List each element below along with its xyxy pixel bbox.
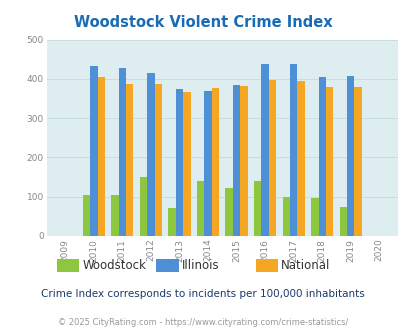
Bar [154,84,162,236]
Text: Crime Index corresponds to incidents per 100,000 inhabitants: Crime Index corresponds to incidents per… [41,289,364,299]
Text: National: National [281,259,330,272]
Text: Illinois: Illinois [181,259,219,272]
Bar [183,92,190,236]
Bar [346,76,354,236]
Bar [225,188,232,236]
Bar [175,89,183,236]
Bar [111,195,118,236]
Bar [211,88,219,236]
Bar [147,73,154,236]
Bar [196,181,204,236]
Bar [126,84,133,236]
Bar [139,177,147,236]
Bar [325,87,333,236]
Bar [282,197,289,236]
Bar [240,85,247,236]
Text: Woodstock: Woodstock [82,259,146,272]
Bar [204,91,211,236]
Bar [339,207,346,236]
Bar [97,77,104,236]
Bar [296,81,304,236]
Bar [232,85,240,236]
Bar [83,195,90,236]
Bar [168,209,175,236]
Bar [289,64,296,236]
Bar [318,77,325,236]
Bar [254,181,261,236]
Bar [261,64,268,236]
Text: Woodstock Violent Crime Index: Woodstock Violent Crime Index [73,15,332,30]
Bar [268,80,275,236]
Bar [310,198,318,236]
Bar [118,68,126,236]
Bar [90,66,97,236]
Text: © 2025 CityRating.com - https://www.cityrating.com/crime-statistics/: © 2025 CityRating.com - https://www.city… [58,318,347,327]
Bar [354,87,361,236]
